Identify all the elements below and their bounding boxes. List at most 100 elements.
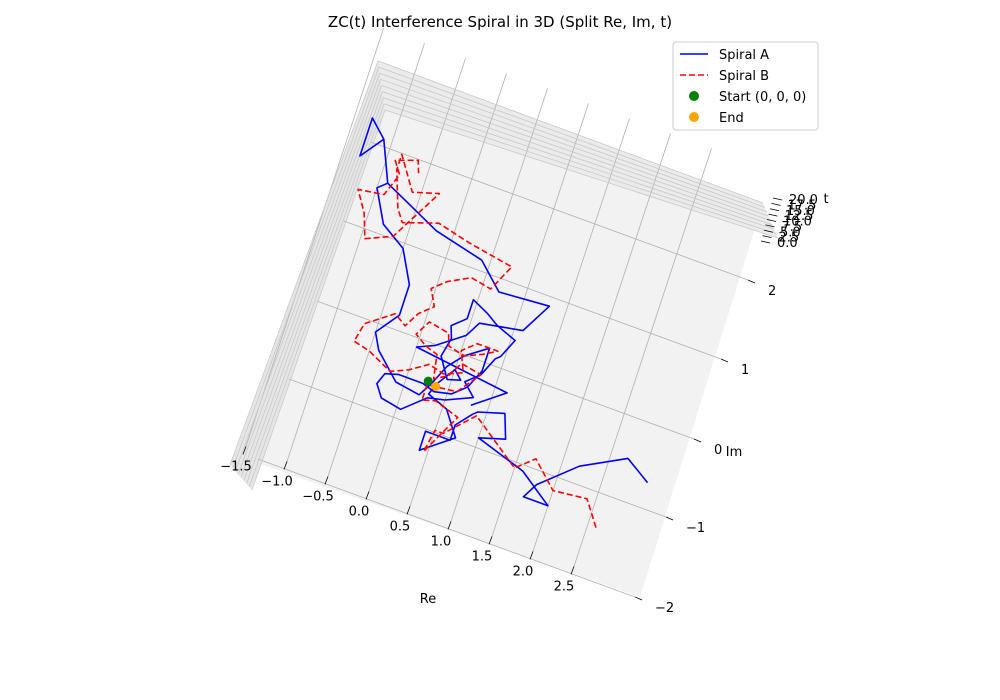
x-tick-mark <box>324 476 329 485</box>
x-tick-label: 1.0 <box>431 534 452 549</box>
y-tick-label: 2 <box>768 284 776 299</box>
z-grid-line <box>235 73 381 472</box>
legend: Spiral A Spiral B Start (0, 0, 0) End <box>672 41 819 131</box>
grid-line-im <box>257 458 636 598</box>
x-tick-label: 0.0 <box>349 504 370 519</box>
z-tick-mark <box>766 219 777 222</box>
z-tick-mark <box>768 213 778 217</box>
grid-line-im <box>343 220 722 360</box>
x-tick-label: 1.5 <box>472 549 493 564</box>
y-tick-label: 1 <box>741 363 749 378</box>
chart-title: ZC(t) Interference Spiral in 3D (Split R… <box>328 13 672 31</box>
grid-line-re <box>532 133 671 552</box>
grid-line-re <box>327 58 466 477</box>
x-tick-mark <box>529 551 534 560</box>
grid-line-re <box>368 73 507 492</box>
series-line-spiral-b <box>353 153 597 528</box>
z-grid-line <box>379 72 767 213</box>
z-grid-line <box>383 97 775 230</box>
x-tick-label: −1.5 <box>220 459 252 474</box>
z-tick-label: 17.5 <box>788 198 817 213</box>
legend-label-spiral-a: Spiral A <box>719 48 769 63</box>
x-tick-label: 2.5 <box>554 579 575 594</box>
series-line-spiral-a <box>359 117 649 507</box>
z-tick-label: 7.5 <box>782 220 803 235</box>
z-grid-line <box>240 85 382 478</box>
y-tick-label: −1 <box>686 521 705 536</box>
x-axis-ticks: −1.5 −1.0 −0.5 0.0 0.5 1.0 1.5 2.0 2.5 <box>220 446 575 594</box>
grid-lines <box>229 28 779 598</box>
z-tick-label: 5.0 <box>780 225 801 240</box>
left-pane <box>230 61 385 490</box>
end-marker <box>431 381 441 391</box>
z-grid-line <box>378 66 766 208</box>
legend-label-start: Start (0, 0, 0) <box>719 90 806 105</box>
x-tick-mark <box>447 521 452 530</box>
z-tick-label: 15.0 <box>786 204 815 219</box>
x-tick-mark <box>488 536 493 545</box>
z-grid-line <box>232 66 380 469</box>
z-grid-line <box>377 60 764 204</box>
z-grid-line <box>229 60 379 466</box>
legend-label-end: End <box>719 111 744 126</box>
z-grid-line <box>246 97 384 484</box>
grid-line-re <box>286 43 425 462</box>
legend-frame <box>672 41 819 131</box>
z-grid-line <box>382 91 773 226</box>
grid-line-im <box>288 378 667 518</box>
z-grid-line <box>248 103 385 488</box>
z-grid-line <box>383 103 777 235</box>
z-axis-ticks: 0.02.55.07.510.012.515.017.520.0 <box>760 193 818 251</box>
x-tick-mark <box>406 506 411 515</box>
y-tick-mark <box>720 358 729 363</box>
legend-label-spiral-b: Spiral B <box>719 69 769 84</box>
z-grid-line <box>251 109 386 491</box>
z-tick-mark <box>765 224 775 228</box>
z-tick-mark <box>772 197 783 201</box>
x-tick-label: 0.5 <box>390 519 411 534</box>
x-tick-mark <box>242 446 247 455</box>
x-tick-label: 2.0 <box>513 564 534 579</box>
z-tick-mark <box>771 202 781 206</box>
y-axis-label: Im <box>726 445 743 460</box>
start-marker <box>423 376 433 386</box>
legend-marker-end <box>689 112 699 122</box>
grid-line-im <box>370 141 749 281</box>
y-tick-label: 0 <box>714 443 722 458</box>
y-tick-mark <box>747 279 756 284</box>
y-tick-mark <box>634 596 643 601</box>
x-tick-label: −0.5 <box>302 489 334 504</box>
z-tick-mark <box>769 208 780 212</box>
x-axis-label: Re <box>420 592 436 607</box>
z-tick-mark <box>762 235 772 239</box>
x-tick-label: −1.0 <box>261 474 293 489</box>
y-tick-mark <box>693 438 702 443</box>
z-axis-label: t <box>823 192 828 207</box>
panes <box>230 61 778 597</box>
z-tick-label: 20.0 <box>789 193 818 208</box>
z-tick-label: 2.5 <box>779 231 800 246</box>
grid-line-re <box>491 118 630 537</box>
legend-marker-start <box>689 91 699 101</box>
top-pane <box>378 61 778 238</box>
z-tick-label: 12.5 <box>785 209 814 224</box>
grid-line-re <box>573 148 712 567</box>
z-grid-line <box>237 79 382 475</box>
x-tick-mark <box>283 461 288 470</box>
z-grid-line <box>384 109 779 239</box>
z-tick-mark <box>763 229 774 233</box>
grid-line-re <box>245 28 384 447</box>
y-tick-mark <box>665 516 674 521</box>
grid-line-re <box>450 103 589 522</box>
grid-line-re <box>409 88 548 507</box>
y-axis-ticks: −2 −1 0 1 2 <box>634 279 776 616</box>
z-tick-label: 0.0 <box>777 236 798 251</box>
z-tick-label: 10.0 <box>783 215 812 230</box>
z-grid-line <box>380 78 769 217</box>
grid-line-im <box>316 300 695 440</box>
x-tick-mark <box>570 566 575 575</box>
x-tick-mark <box>365 491 370 500</box>
y-tick-label: −2 <box>655 601 674 616</box>
z-grid-line <box>381 85 771 221</box>
